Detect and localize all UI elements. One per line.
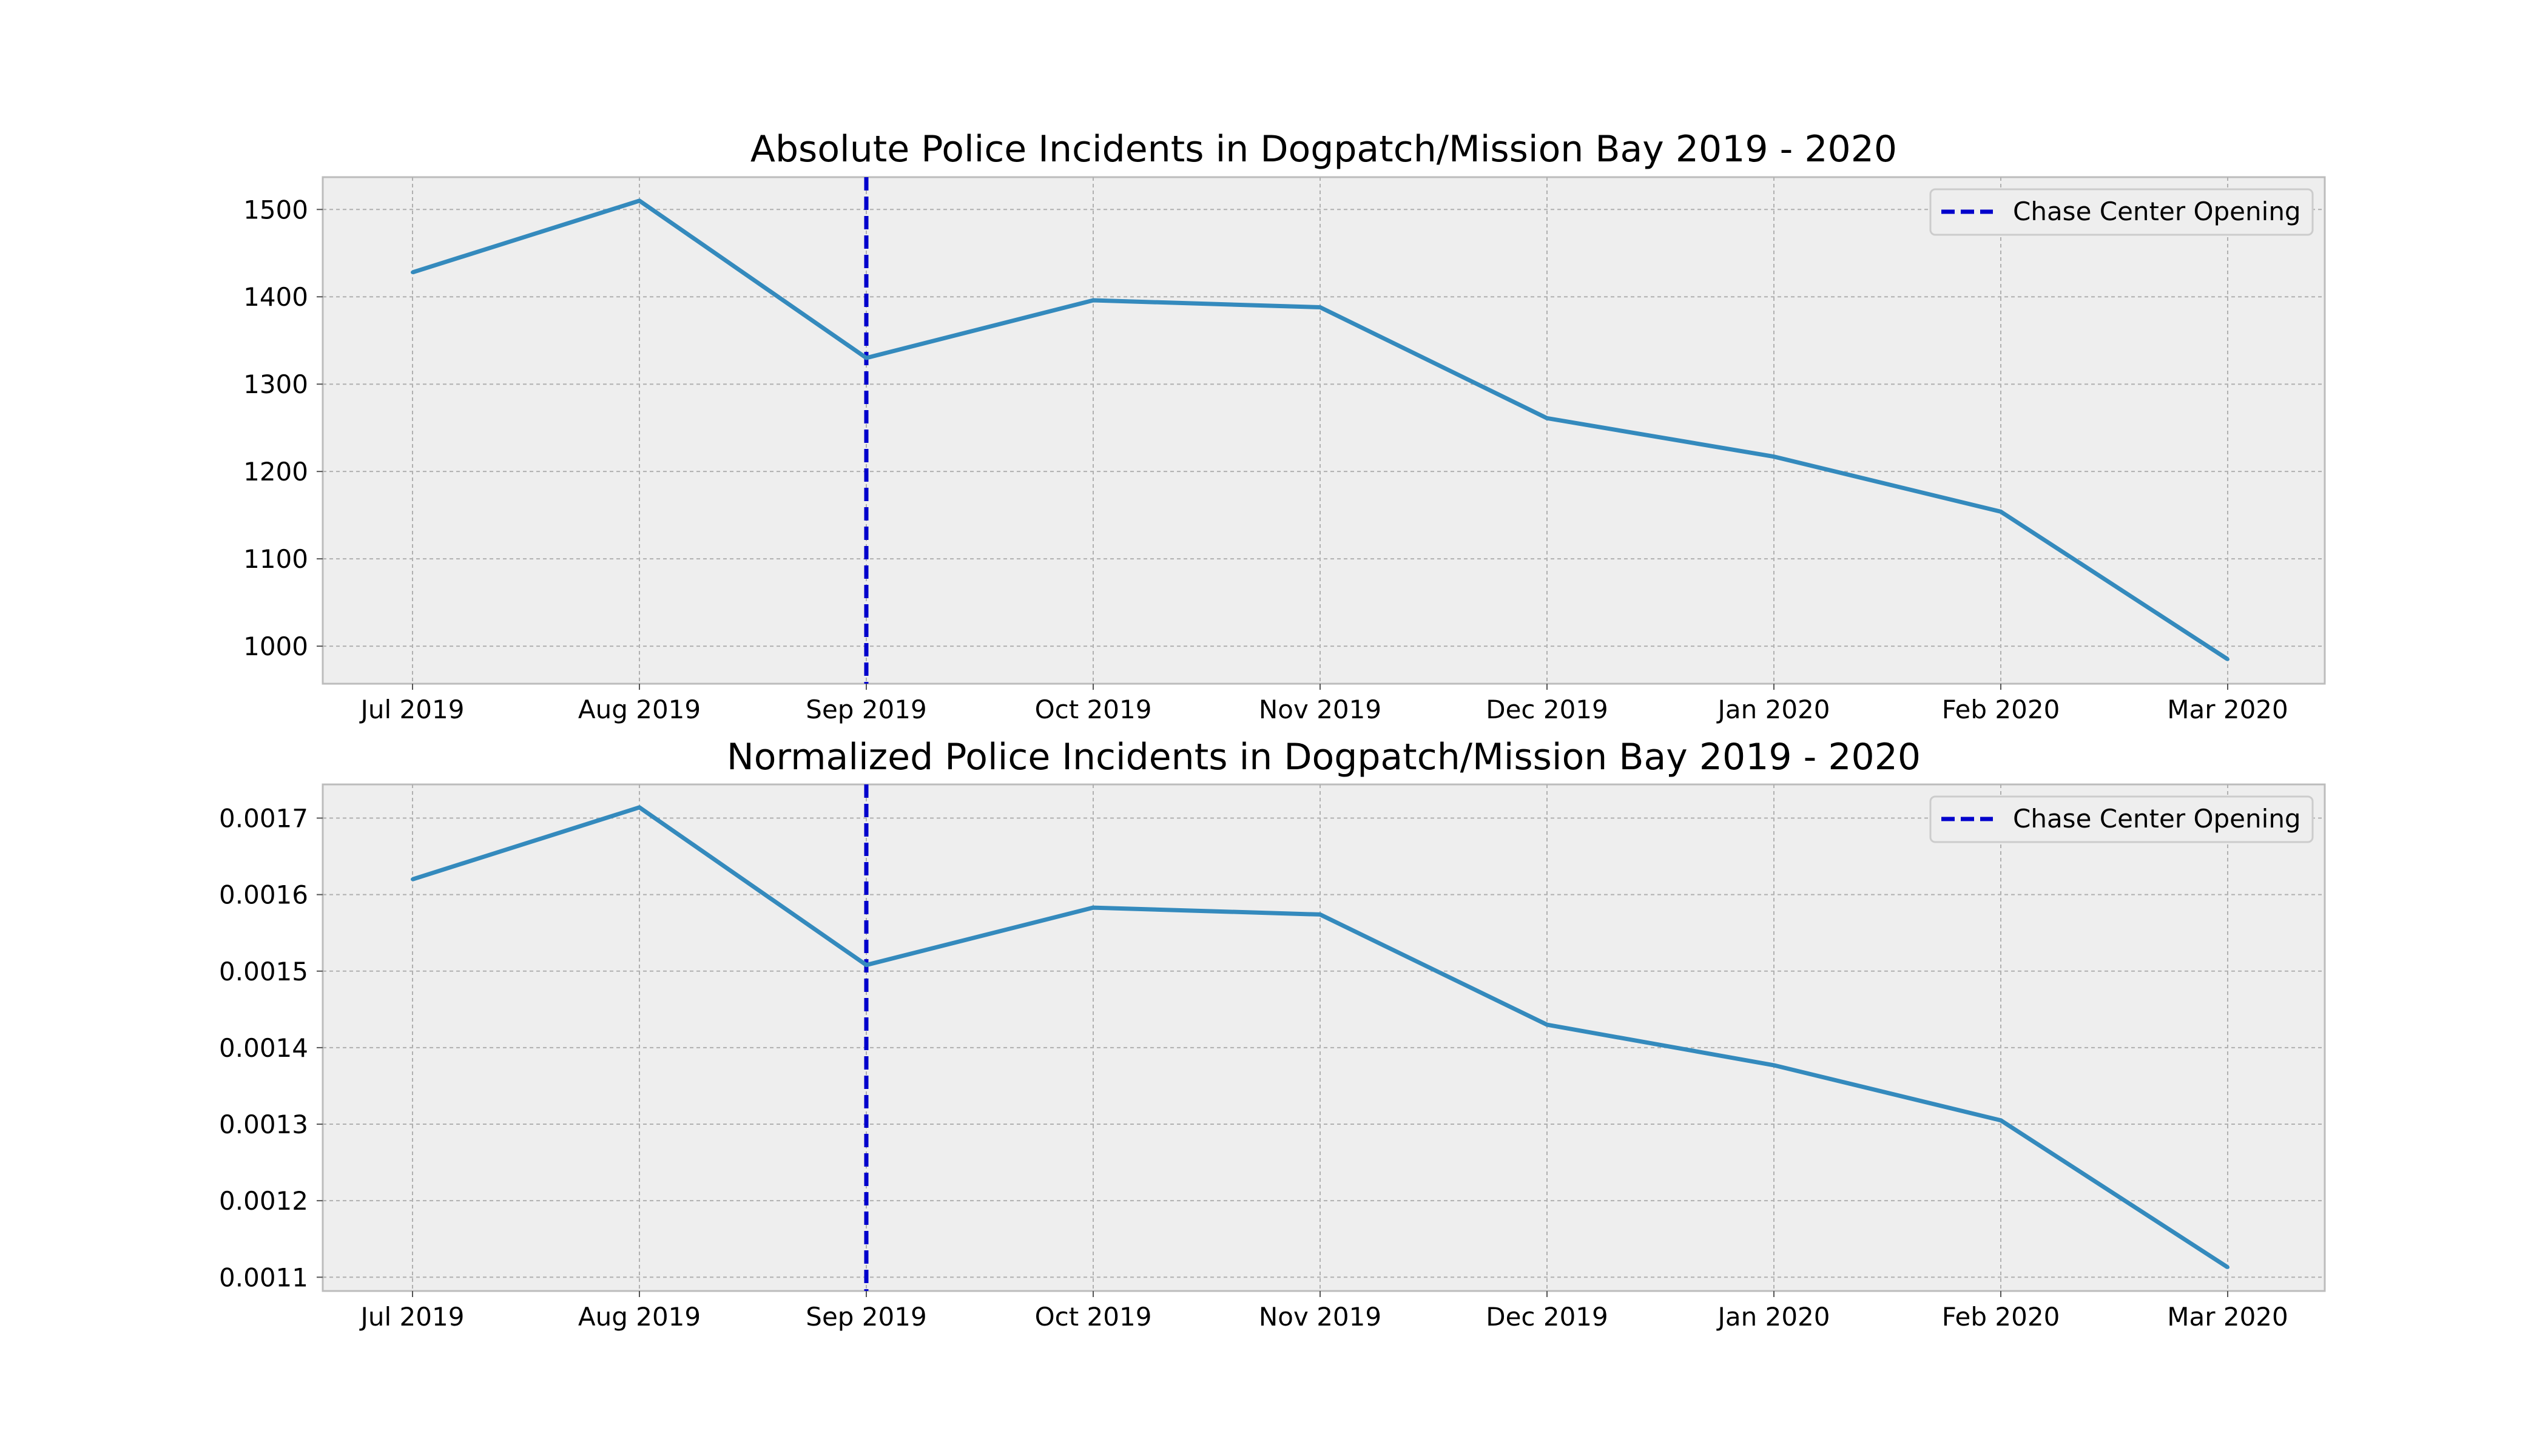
data-point (1999, 510, 2003, 514)
x-tick-label: Feb 2020 (1942, 1302, 2060, 1332)
data-point (2226, 657, 2230, 661)
x-tick-label: Oct 2019 (1035, 1302, 1152, 1332)
data-point (2226, 1265, 2230, 1269)
chart-normalized-incidents: Jul 2019 Aug 2019 Sep 2019 Oct 2019 Nov 2019… (219, 736, 2326, 1332)
x-tick-label: Mar 2020 (2167, 695, 2288, 724)
y-tick-label: 1300 (243, 369, 308, 399)
y-tick-label: 0.0017 (219, 803, 308, 833)
data-point (411, 270, 414, 274)
x-tick-label: Dec 2019 (1486, 695, 1608, 724)
data-point (1999, 1118, 2003, 1122)
grid-normalized (323, 784, 2325, 1291)
x-tick-label: Jan 2020 (1716, 1302, 1830, 1332)
data-point (864, 963, 868, 967)
x-tick-label: Nov 2019 (1259, 695, 1381, 724)
x-tick-label: Aug 2019 (578, 1302, 701, 1332)
y-tick-label: 0.0016 (219, 880, 308, 910)
y-tick-label: 1000 (243, 632, 308, 661)
y-tick-label: 1500 (243, 195, 308, 224)
x-tick-label: Nov 2019 (1259, 1302, 1381, 1332)
chart-title-absolute: Absolute Police Incidents in Dogpatch/Mi… (750, 128, 1897, 170)
data-point (411, 877, 414, 881)
legend-label-absolute: Chase Center Opening (2013, 197, 2301, 226)
data-point (1772, 1063, 1776, 1067)
data-point (1545, 1023, 1549, 1027)
x-tick-labels-normalized: Jul 2019 Aug 2019 Sep 2019 Oct 2019 Nov 2019… (359, 1291, 2288, 1332)
x-tick-label: Jul 2019 (359, 1302, 465, 1332)
x-tick-label: Sep 2019 (806, 1302, 926, 1332)
y-tick-label: 1400 (243, 282, 308, 312)
x-tick-label: Feb 2020 (1942, 695, 2060, 724)
series-normalized (411, 805, 2230, 1269)
legend-normalized: Chase Center Opening (1929, 795, 2314, 843)
series-absolute (411, 198, 2230, 661)
y-tick-labels-normalized: 0.0011 0.0012 0.0013 0.0014 0.0015 0.0016 0.00… (219, 803, 323, 1292)
grid-absolute (323, 177, 2325, 684)
y-tick-label: 0.0013 (219, 1110, 308, 1139)
x-tick-label: Sep 2019 (806, 695, 926, 724)
x-tick-label: Dec 2019 (1486, 1302, 1608, 1332)
x-tick-label: Mar 2020 (2167, 1302, 2288, 1332)
y-tick-label: 1200 (243, 457, 308, 487)
data-point (1318, 912, 1322, 917)
data-point (1772, 454, 1776, 459)
x-tick-label: Jul 2019 (359, 695, 465, 724)
legend-absolute: Chase Center Opening (1929, 188, 2314, 236)
x-tick-label: Jan 2020 (1716, 695, 1830, 724)
chart-title-normalized: Normalized Police Incidents in Dogpatch/… (727, 736, 1921, 778)
x-tick-label: Aug 2019 (578, 695, 701, 724)
data-point (1091, 298, 1095, 302)
y-tick-label: 0.0012 (219, 1186, 308, 1216)
legend-box-absolute (1929, 188, 2314, 236)
chart-absolute-incidents: Jul 2019 Aug 2019 Sep 2019 Oct 2019 Nov 2019… (243, 128, 2326, 724)
plot-area-absolute (322, 176, 2326, 685)
y-tick-label: 0.0015 (219, 957, 308, 986)
data-point (1545, 416, 1549, 420)
y-tick-label: 0.0014 (219, 1033, 308, 1063)
data-point (638, 805, 641, 809)
x-tick-label: Oct 2019 (1035, 695, 1152, 724)
y-tick-label: 1100 (243, 544, 308, 574)
plot-area-normalized (322, 783, 2326, 1292)
x-tick-labels-absolute: Jul 2019 Aug 2019 Sep 2019 Oct 2019 Nov 2019… (359, 684, 2288, 724)
y-tick-labels-absolute: 1000 1100 1200 1300 1400 1500 (243, 195, 323, 661)
y-tick-label: 0.0011 (219, 1262, 308, 1292)
legend-label-normalized: Chase Center Opening (2013, 804, 2301, 834)
data-point (864, 356, 868, 360)
legend-box-normalized (1929, 795, 2314, 843)
data-point (1091, 906, 1095, 910)
data-point (1318, 305, 1322, 309)
data-point (638, 198, 641, 203)
